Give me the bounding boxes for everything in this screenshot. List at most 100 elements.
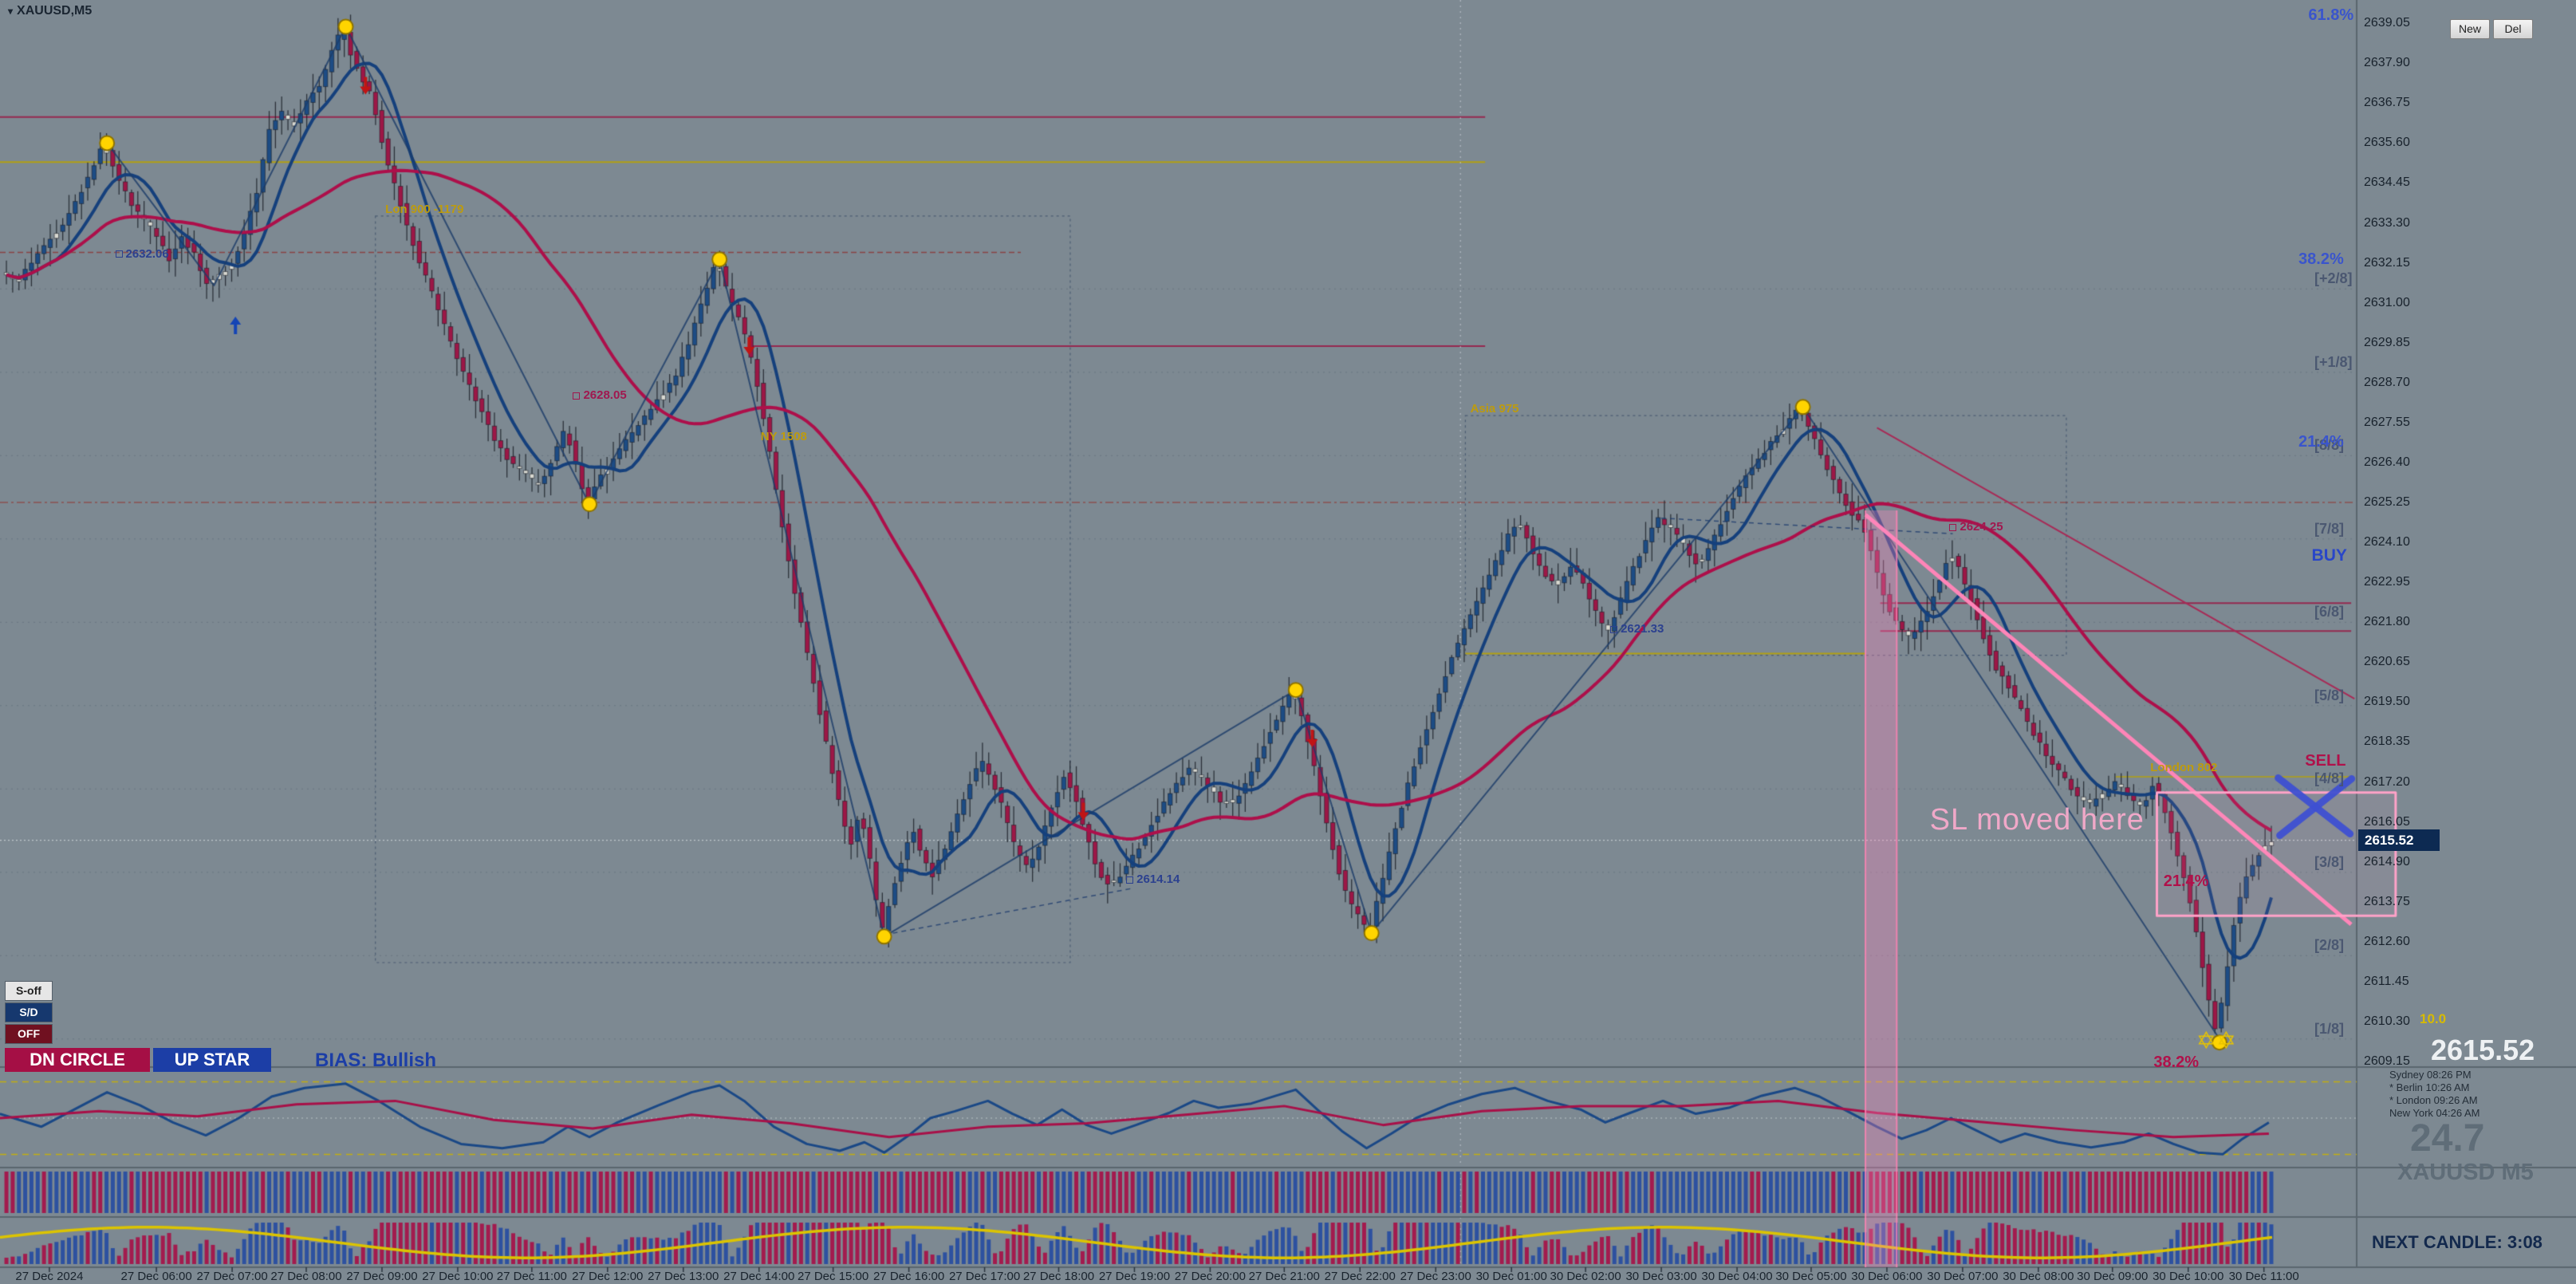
- murrey-level-label: [7/8]: [2314, 520, 2345, 537]
- time-label: 27 Dec 19:00: [1098, 1270, 1171, 1283]
- time-label: 30 Dec 04:00: [1701, 1270, 1773, 1283]
- square-marker-icon: [1126, 876, 1134, 884]
- murrey-level-label: [1/8]: [2314, 1020, 2345, 1037]
- time-label: 30 Dec 09:00: [2077, 1270, 2149, 1283]
- pattern-price-text: 2621.33: [1621, 622, 1664, 636]
- next-candle-countdown: NEXT CANDLE: 3:08: [2372, 1232, 2543, 1252]
- pattern-price-label: 2624.25: [1949, 520, 2003, 534]
- symbol-selector[interactable]: ▾ XAUUSD,M5: [8, 4, 92, 18]
- murrey-level-label: [+1/8]: [2314, 353, 2353, 370]
- time-label: 30 Dec 08:00: [2003, 1270, 2074, 1283]
- session-clock-block: Sydney 08:26 PM * Berlin 10:26 AM * London…: [2389, 1069, 2479, 1120]
- clock-line: * London 09:26 AM: [2389, 1094, 2478, 1106]
- time-label: 27 Dec 08:00: [270, 1270, 342, 1283]
- murrey-level-label: [5/8]: [2314, 687, 2345, 703]
- murrey-level-label: [6/8]: [2314, 604, 2345, 620]
- price-tick: 2619.50: [2364, 695, 2410, 709]
- stop-loss-annotation: SL moved here: [1929, 803, 2145, 837]
- square-marker-icon: [573, 392, 581, 400]
- clock-line: * Berlin 10:26 AM: [2389, 1081, 2470, 1093]
- time-label: 27 Dec 22:00: [1324, 1270, 1396, 1283]
- pattern-price-label: 2632.06: [115, 246, 169, 261]
- square-marker-icon: [115, 250, 123, 258]
- murrey-level-label: [8/8]: [2314, 437, 2345, 454]
- pattern-price-text: 2632.06: [125, 246, 169, 261]
- price-tick: 2639.05: [2364, 16, 2410, 30]
- price-tick: 2611.45: [2364, 974, 2409, 988]
- murrey-level-label: [2/8]: [2314, 937, 2345, 954]
- session-range-label: Lon 900 -1179: [385, 202, 464, 216]
- time-label: 30 Dec 05:00: [1775, 1270, 1847, 1283]
- clock-line: New York 04:26 AM: [2389, 1107, 2480, 1119]
- price-tick: 2610.30: [2364, 1014, 2410, 1028]
- price-tick: 2620.65: [2364, 655, 2410, 669]
- pattern-price-text: 2614.14: [1136, 872, 1180, 887]
- square-marker-icon: [1610, 625, 1618, 633]
- price-tick: 2634.45: [2364, 175, 2410, 190]
- time-label: 30 Dec 07:00: [1927, 1270, 1999, 1283]
- price-tick: 2626.40: [2364, 455, 2410, 469]
- new-order-button[interactable]: New: [2450, 19, 2490, 39]
- price-tick: 2621.80: [2364, 615, 2410, 629]
- price-tick: 2636.75: [2364, 96, 2410, 110]
- up-star-badge: UP STAR: [153, 1048, 271, 1072]
- pattern-price-label: 2621.33: [1610, 622, 1664, 636]
- time-label: 27 Dec 06:00: [120, 1270, 192, 1283]
- price-tick: 2633.30: [2364, 215, 2410, 230]
- time-label: 30 Dec 10:00: [2153, 1270, 2224, 1283]
- square-marker-icon: [1949, 523, 1957, 531]
- s-off-button[interactable]: S-off: [5, 981, 53, 1001]
- supply-demand-button[interactable]: S/D: [5, 1002, 53, 1022]
- price-tick: 2632.15: [2364, 255, 2410, 270]
- time-label: 30 Dec 03:00: [1625, 1270, 1697, 1283]
- indicator-value-label: 10.0: [2420, 1011, 2447, 1026]
- time-label: 30 Dec 11:00: [2228, 1270, 2299, 1283]
- price-tick: 2617.20: [2364, 774, 2410, 789]
- price-tick: 2637.90: [2364, 56, 2410, 70]
- watermark-symbol: XAUUSD M5: [2397, 1160, 2534, 1185]
- pattern-price-label: 2614.14: [1126, 872, 1180, 886]
- dn-circle-badge: DN CIRCLE: [5, 1048, 150, 1072]
- time-label: 30 Dec 01:00: [1475, 1270, 1547, 1283]
- watermark-value: 24.7: [2410, 1117, 2485, 1160]
- time-label: 27 Dec 20:00: [1174, 1270, 1247, 1283]
- time-label: 27 Dec 14:00: [723, 1270, 795, 1283]
- time-label: 27 Dec 21:00: [1248, 1270, 1320, 1283]
- murrey-level-label: [+2/8]: [2314, 270, 2353, 287]
- price-tick: 2629.85: [2364, 335, 2410, 349]
- buy-signal-label: BUY: [2311, 546, 2347, 565]
- session-range-label: NY 1508: [760, 429, 807, 443]
- current-price-badge: 2615.52: [2358, 829, 2440, 851]
- off-button[interactable]: OFF: [5, 1024, 53, 1044]
- price-tick: 2618.35: [2364, 735, 2410, 749]
- price-tick: 2628.70: [2364, 375, 2410, 389]
- delete-button[interactable]: Del: [2493, 19, 2533, 39]
- sell-signal-label: SELL: [2305, 752, 2346, 770]
- bias-label: BIAS: Bullish: [315, 1050, 437, 1071]
- time-label: 27 Dec 18:00: [1022, 1270, 1095, 1283]
- time-label: 27 Dec 09:00: [346, 1270, 418, 1283]
- fib-level-label: 21.4%: [2163, 872, 2209, 891]
- time-label: 27 Dec 11:00: [496, 1270, 567, 1283]
- price-tick: 2616.05: [2364, 814, 2410, 829]
- time-label: 27 Dec 15:00: [798, 1270, 869, 1283]
- price-tick: 2624.10: [2364, 535, 2410, 549]
- time-label: 27 Dec 07:00: [196, 1270, 268, 1283]
- chevron-down-icon: ▾: [8, 6, 14, 17]
- window-title: XAUUSD,M5: [17, 4, 93, 18]
- price-tick: 2613.75: [2364, 894, 2410, 908]
- time-label: 27 Dec 10:00: [422, 1270, 494, 1283]
- time-label: 27 Dec 2024: [15, 1270, 84, 1283]
- fib-level-label: 38.2%: [2153, 1054, 2200, 1072]
- time-label: 27 Dec 12:00: [572, 1270, 644, 1283]
- time-label: 30 Dec 06:00: [1851, 1270, 1923, 1283]
- price-tick: 2627.55: [2364, 415, 2410, 429]
- time-label: 27 Dec 16:00: [872, 1270, 945, 1283]
- price-tick: 2612.60: [2364, 934, 2410, 948]
- price-tick: 2631.00: [2364, 295, 2410, 309]
- price-tick: 2635.60: [2364, 136, 2410, 150]
- pattern-price-text: 2624.25: [1960, 520, 2003, 534]
